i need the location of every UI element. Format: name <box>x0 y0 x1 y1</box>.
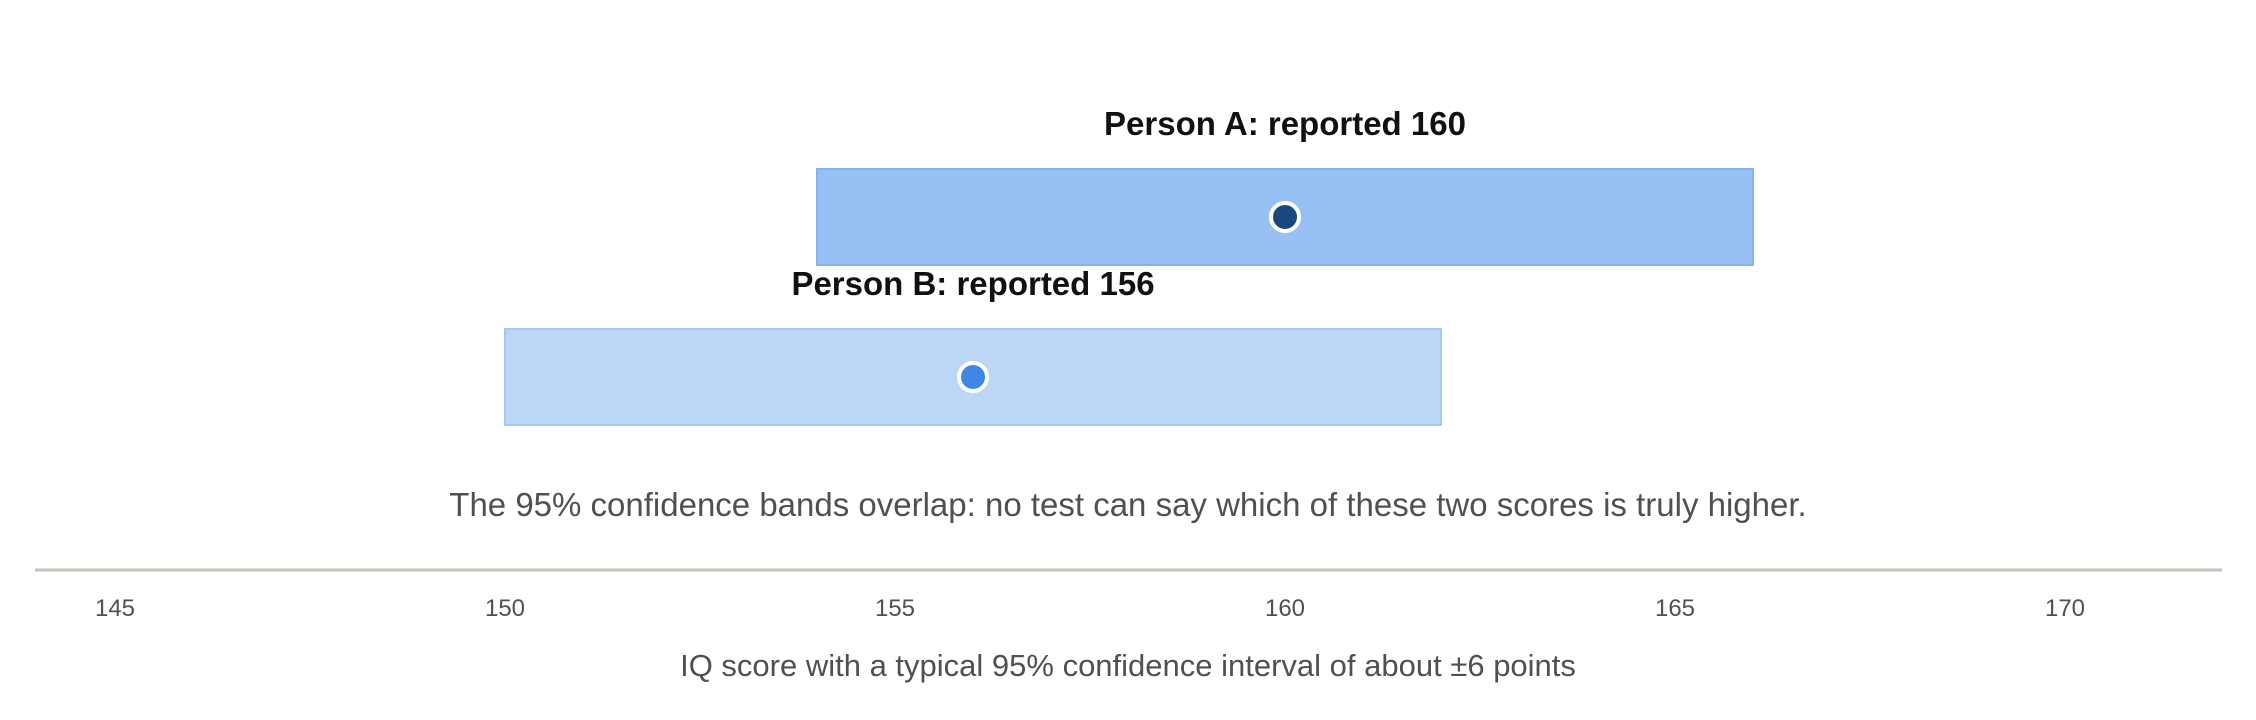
score-point-person-a <box>1269 201 1301 233</box>
score-point-person-b <box>957 361 989 393</box>
x-axis-ticks: 145 150 155 160 165 170 <box>95 595 2085 622</box>
bands-layer <box>504 168 1754 426</box>
overlap-annotation: The 95% confidence bands overlap: no tes… <box>449 486 1806 523</box>
label-person-a: Person A: reported 160 <box>1104 105 1466 142</box>
x-tick-label-160: 160 <box>1265 595 1305 622</box>
x-axis-title: IQ score with a typical 95% confidence i… <box>680 648 1576 683</box>
x-tick-label-145: 145 <box>95 595 135 622</box>
x-tick-label-165: 165 <box>1655 595 1695 622</box>
x-tick-label-170: 170 <box>2045 595 2085 622</box>
labels-layer: Person A: reported 160 Person B: reported… <box>791 105 1466 302</box>
x-tick-label-150: 150 <box>485 595 525 622</box>
x-tick-label-155: 155 <box>875 595 915 622</box>
label-person-b: Person B: reported 156 <box>791 265 1154 302</box>
